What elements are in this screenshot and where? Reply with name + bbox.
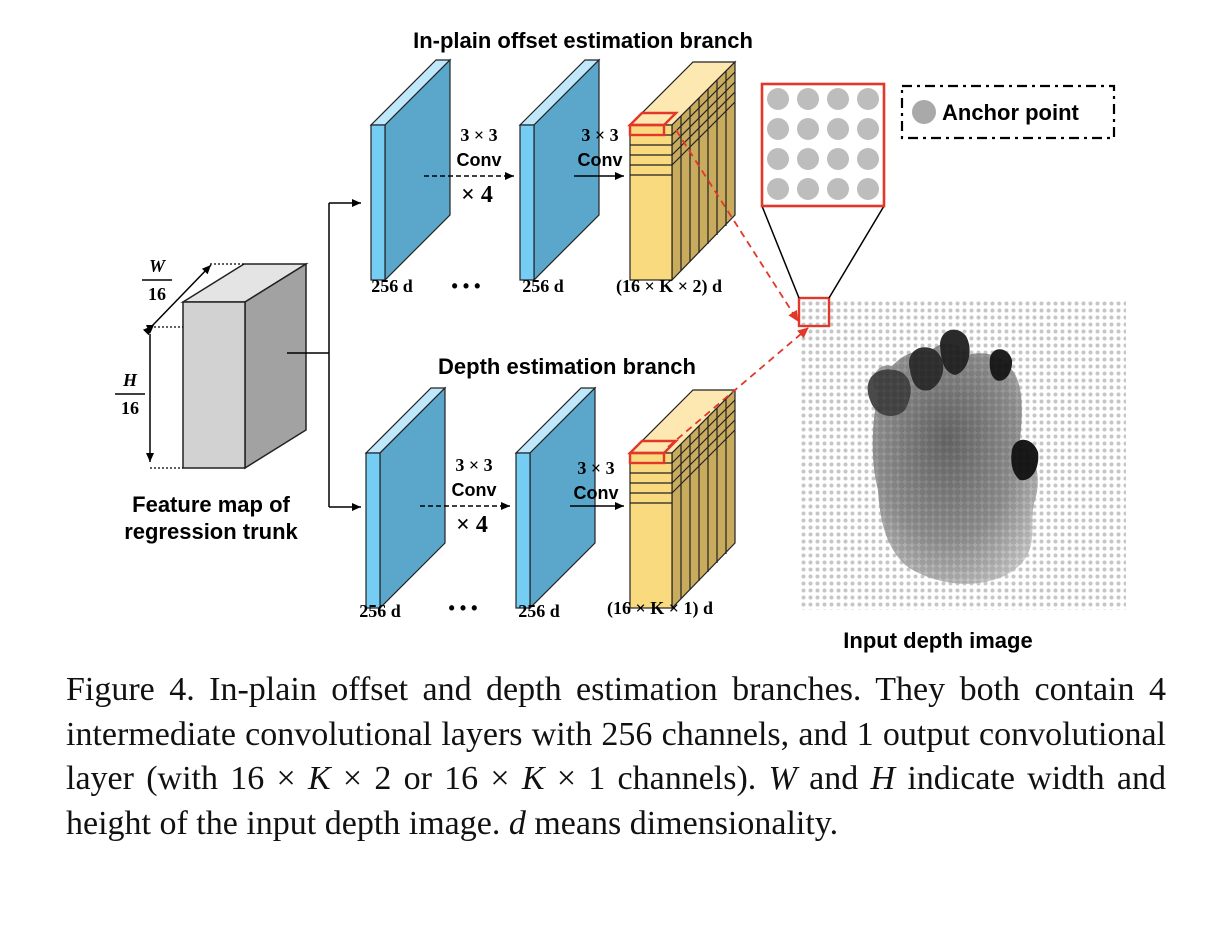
top-dim-256-1: 256 d: [371, 276, 413, 296]
top-dim-256-2: 256 d: [522, 276, 564, 296]
top-branch-title: In-plain offset estimation branch: [413, 28, 753, 53]
top-conv-size-1: 3 × 3: [460, 125, 497, 145]
h-numerator: H: [122, 370, 138, 390]
top-conv-word-1: Conv: [457, 150, 502, 170]
bottom-conv-layer-2: [514, 386, 597, 610]
anchor-zoom-panel: [760, 82, 886, 208]
top-dim-output: (16 × K × 2) d: [616, 276, 722, 297]
top-conv-layer-1: [369, 58, 452, 282]
bottom-dim-output: (16 × K × 1) d: [607, 598, 713, 619]
zoom-line-left: [761, 205, 800, 299]
top-anchor-highlight-front: [628, 123, 666, 137]
top-red-arrow: [675, 129, 799, 322]
width-dimension: W 16: [142, 256, 244, 336]
legend-anchor-point: Anchor point: [942, 100, 1080, 125]
split-connector: [287, 199, 361, 511]
bottom-conv-layer-1: [364, 386, 447, 610]
top-conv-layer-2: [518, 58, 601, 282]
bottom-ellipsis: • • •: [449, 598, 478, 618]
bottom-anchor-highlight-front: [628, 451, 666, 465]
image-anchor-box: [797, 296, 831, 328]
feature-map-block: [180, 262, 309, 470]
hand-silhouette: [867, 329, 1039, 584]
bottom-red-arrow: [667, 327, 809, 448]
top-ellipsis: • • •: [452, 276, 481, 296]
input-depth-image: [800, 300, 1126, 610]
top-conv-word-2: Conv: [578, 150, 623, 170]
bottom-branch-title: Depth estimation branch: [438, 354, 696, 379]
height-dimension: H 16: [115, 325, 183, 469]
branch-diagram: In-plain offset estimation branch Depth …: [115, 28, 1126, 653]
anchor-point-legend-icon: [912, 100, 936, 124]
trunk-label-line2: regression trunk: [124, 519, 298, 544]
legend: Anchor point: [900, 84, 1116, 140]
h-denominator: 16: [121, 398, 139, 418]
top-conv-size-2: 3 × 3: [581, 125, 618, 145]
bottom-conv-word-1: Conv: [452, 480, 497, 500]
bottom-dim-256-1: 256 d: [359, 601, 401, 621]
bottom-conv-repeat: × 4: [456, 512, 488, 538]
bottom-output-tensor: [628, 388, 737, 610]
bottom-dim-256-2: 256 d: [518, 601, 560, 621]
input-depth-label: Input depth image: [843, 628, 1032, 653]
bottom-conv-size-1: 3 × 3: [455, 455, 492, 475]
bottom-conv-word-2: Conv: [574, 483, 619, 503]
zoom-line-right: [828, 205, 885, 299]
top-output-tensor: [628, 60, 737, 282]
w-numerator: W: [149, 256, 167, 276]
trunk-label-line1: Feature map of: [132, 492, 290, 517]
w-denominator: 16: [148, 284, 166, 304]
top-conv-repeat: × 4: [461, 182, 493, 208]
figure-caption: Figure 4. In-plain offset and depth esti…: [66, 671, 1167, 842]
bottom-conv-size-2: 3 × 3: [577, 458, 614, 478]
